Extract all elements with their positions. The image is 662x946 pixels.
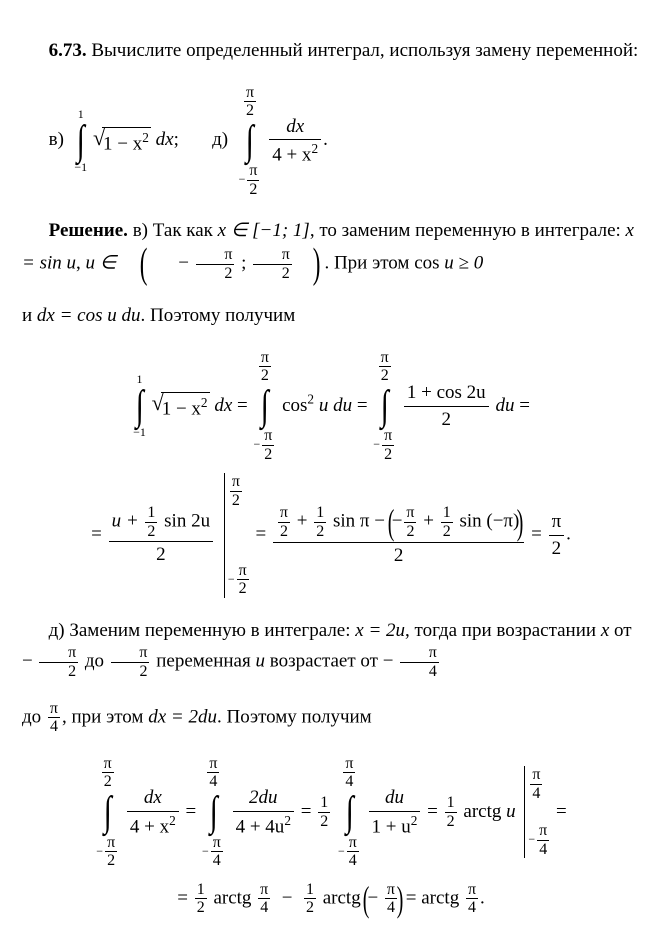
problem-text: Вычислите определенный интеграл, использ…: [91, 40, 638, 61]
display-d-1: π2∫−π2 dx4 + x2 = π4∫−π4 2du4 + 4u2 = 12…: [22, 755, 640, 870]
dx: dx: [156, 129, 174, 150]
solution-d-text: д) Заменим переменную в интеграле: x = 2…: [22, 617, 640, 681]
problem-number: 6.73.: [49, 40, 87, 61]
problem-line: 6.73. Вычислите определенный интеграл, и…: [22, 37, 640, 65]
interval: − π2 ; π2: [152, 246, 294, 282]
paren-left: (: [125, 245, 147, 283]
paren-right: ): [298, 245, 320, 283]
upper-bound: π2: [239, 84, 262, 120]
lower-bound: −1: [74, 162, 87, 173]
solution-v-text-2: и dx = cos u du. Поэтому получим: [22, 302, 640, 330]
display-v-1: 1∫−1 √1 − x2 dx = π2∫−π2 cos2 u du = π2∫…: [22, 349, 640, 464]
numerator: dx: [269, 115, 321, 141]
radicand: 1 − x2: [102, 127, 151, 154]
item-v-label: в): [49, 129, 64, 150]
display-v-2: = u + 12 sin 2u 2 π2 −π2 = π2 + 12 sin π…: [22, 473, 640, 597]
item-d-label: д): [212, 129, 228, 150]
solution-v-text: Решение. в) Так как x ∈ [−1; 1], то заме…: [22, 217, 640, 283]
lower-bound: −π2: [239, 162, 262, 198]
solution-label: Решение.: [49, 220, 128, 241]
display-d-2: = 12 arctg π4 − 12 arctg (− π4) = arctg …: [22, 880, 640, 918]
integral-sign: ∫: [246, 120, 254, 162]
integral-sign: ∫: [77, 120, 85, 162]
eval-bar: π2 −π2: [224, 473, 251, 597]
denominator: 4 + x2: [269, 140, 321, 167]
solution-d-text-2: до π4, при этом dx = 2du. Поэтому получи…: [22, 700, 640, 736]
problem-items: в) 1 ∫ −1 √ 1 − x2 dx; д) π2 ∫ −π2 dx 4 …: [22, 84, 640, 199]
integrand-d: dx 4 + x2: [269, 115, 321, 168]
eval-bar-2: π4 −π4: [524, 766, 551, 858]
sqrt: √ 1 − x2: [93, 127, 151, 154]
repeat-v: в): [133, 220, 148, 241]
integral-v: 1 ∫ −1: [74, 109, 87, 174]
integral-d: π2 ∫ −π2: [239, 84, 262, 199]
